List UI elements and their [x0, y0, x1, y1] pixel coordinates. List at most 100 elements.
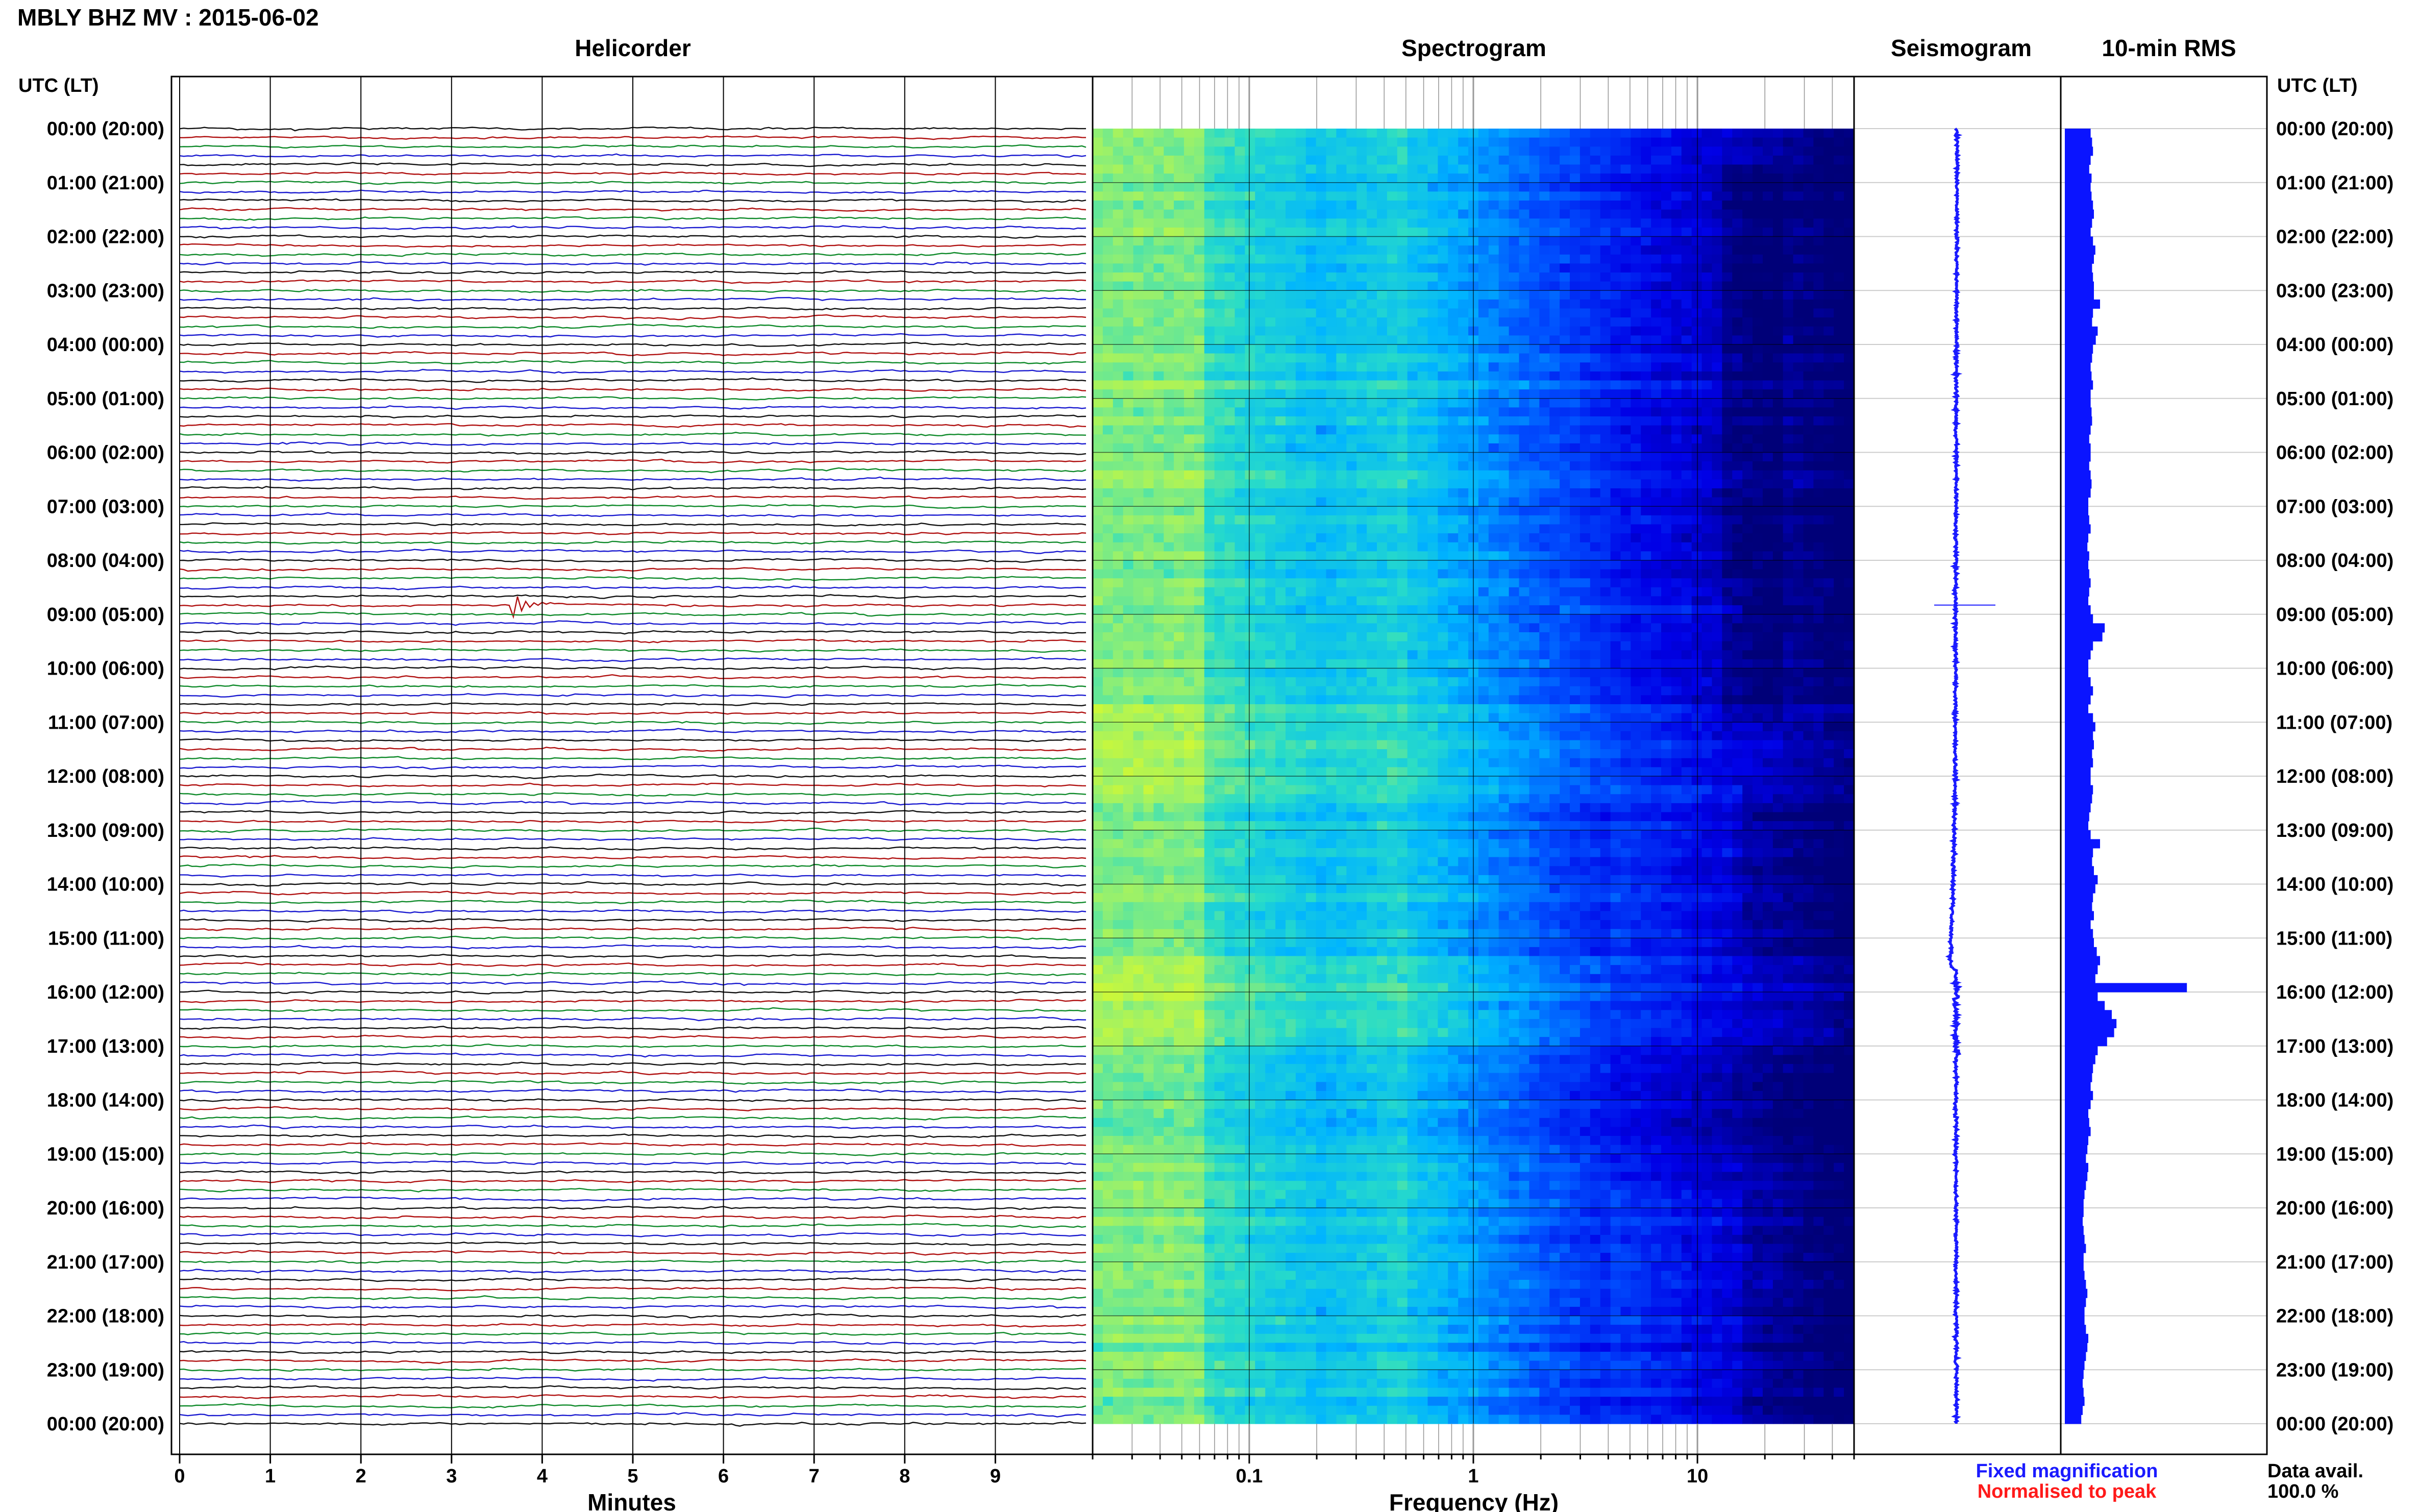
spectrogram-cell	[1539, 668, 1550, 678]
spectrogram-cell	[1631, 641, 1641, 651]
spectrogram-cell	[1265, 470, 1276, 480]
spectrogram-cell	[1093, 299, 1103, 309]
spectrogram-cell	[1356, 245, 1367, 255]
spectrogram-cell	[1113, 263, 1124, 273]
spectrogram-cell	[1651, 461, 1662, 471]
spectrogram-cell	[1691, 578, 1702, 588]
spectrogram-cell	[1093, 461, 1103, 471]
spectrogram-cell	[1377, 515, 1388, 525]
spectrogram-cell	[1093, 236, 1103, 246]
spectrogram-cell	[1255, 695, 1266, 705]
spectrogram-cell	[1691, 290, 1702, 300]
spectrogram-cell	[1204, 335, 1215, 345]
spectrogram-cell	[1417, 201, 1428, 210]
spectrogram-cell	[1224, 632, 1236, 642]
spectrogram-cell	[1143, 173, 1154, 183]
spectrogram-cell	[1387, 452, 1398, 462]
spectrogram-cell	[1255, 173, 1266, 183]
spectrogram-cell	[1579, 452, 1591, 462]
spectrogram-cell	[1438, 173, 1449, 183]
spectrogram-cell	[1478, 677, 1489, 687]
spectrogram-cell	[1651, 290, 1662, 300]
spectrogram-cell	[1275, 470, 1286, 480]
spectrogram-cell	[1813, 596, 1824, 606]
spectrogram-cell	[1143, 668, 1154, 678]
helicorder-title: Helicorder	[575, 35, 691, 61]
spectrogram-cell	[1620, 461, 1632, 471]
time-label-right: 00:00 (20:00)	[2276, 118, 2393, 140]
spectrogram-cell	[1153, 326, 1165, 336]
spectrogram-cell	[1772, 452, 1784, 462]
spectrogram-cell	[1834, 129, 1844, 138]
spectrogram-cell	[1560, 146, 1570, 156]
spectrogram-cell	[1387, 182, 1398, 192]
spectrogram-cell	[1407, 272, 1418, 282]
spectrogram-cell	[1286, 515, 1296, 525]
spectrogram-cell	[1295, 299, 1306, 309]
spectrogram-cell	[1224, 182, 1236, 192]
spectrogram-cell	[1712, 209, 1723, 219]
spectrogram-cell	[1093, 263, 1103, 273]
spectrogram-cell	[1600, 254, 1611, 264]
spectrogram-cell	[1417, 515, 1428, 525]
spectrogram-cell	[1590, 524, 1601, 534]
spectrogram-cell	[1265, 596, 1276, 606]
spectrogram-cell	[1387, 443, 1398, 453]
spectrogram-cell	[1712, 479, 1723, 489]
time-label-left: 13:00 (09:00)	[47, 820, 164, 841]
spectrogram-cell	[1600, 227, 1611, 237]
spectrogram-cell	[1742, 218, 1753, 228]
spectrogram-cell	[1620, 524, 1632, 534]
spectrogram-cell	[1387, 650, 1398, 660]
spectrogram-cell	[1732, 146, 1743, 156]
spectrogram-cell	[1326, 650, 1337, 660]
spectrogram-cell	[1194, 686, 1205, 696]
spectrogram-cell	[1844, 209, 1855, 219]
spectrogram-cell	[1387, 524, 1398, 534]
spectrogram-cell	[1407, 551, 1418, 561]
spectrogram-cell	[1539, 263, 1550, 273]
spectrogram-cell	[1286, 155, 1296, 165]
spectrogram-cell	[1346, 209, 1357, 219]
spectrogram-cell	[1133, 605, 1144, 615]
spectrogram-cell	[1397, 209, 1408, 219]
spectrogram-cell	[1823, 515, 1834, 525]
spectrogram-cell	[1174, 389, 1184, 399]
spectrogram-cell	[1712, 344, 1723, 354]
spectrogram-cell	[1641, 470, 1651, 480]
spectrogram-cell	[1763, 659, 1773, 669]
spectrogram-cell	[1793, 524, 1804, 534]
spectrogram-cell	[1610, 245, 1621, 255]
spectrogram-cell	[1204, 254, 1215, 264]
helicorder-grid	[179, 77, 996, 1454]
spectrogram-cell	[1387, 587, 1398, 597]
spectrogram-cell	[1204, 129, 1215, 138]
spectrogram-cell	[1153, 164, 1165, 174]
spectrogram-cell	[1742, 209, 1753, 219]
spectrogram-cell	[1153, 560, 1165, 570]
spectrogram-cell	[1763, 614, 1773, 624]
spectrogram-cell	[1427, 677, 1439, 687]
time-label-left: 07:00 (03:00)	[47, 496, 164, 517]
spectrogram-cell	[1539, 353, 1550, 363]
spectrogram-cell	[1174, 578, 1184, 588]
spectrogram-cell	[1123, 623, 1134, 633]
spectrogram-cell	[1803, 686, 1814, 696]
spectrogram-cell	[1377, 695, 1388, 705]
spectrogram-cell	[1681, 344, 1692, 354]
spectrogram-cell	[1549, 515, 1560, 525]
spectrogram-cell	[1336, 632, 1347, 642]
spectrogram-cell	[1509, 560, 1520, 570]
spectrogram-cell	[1671, 362, 1682, 372]
spectrogram-cell	[1093, 173, 1103, 183]
spectrogram-cell	[1570, 434, 1581, 444]
spectrogram-cell	[1093, 371, 1103, 381]
spectrogram-cell	[1286, 524, 1296, 534]
spectrogram-cell	[1712, 398, 1723, 408]
spectrogram-cell	[1813, 416, 1824, 426]
spectrogram-cell	[1701, 551, 1713, 561]
spectrogram-cell	[1560, 677, 1570, 687]
spectrogram-cell	[1286, 695, 1296, 705]
spectrogram-cell	[1560, 380, 1570, 390]
spectrogram-cell	[1143, 686, 1154, 696]
